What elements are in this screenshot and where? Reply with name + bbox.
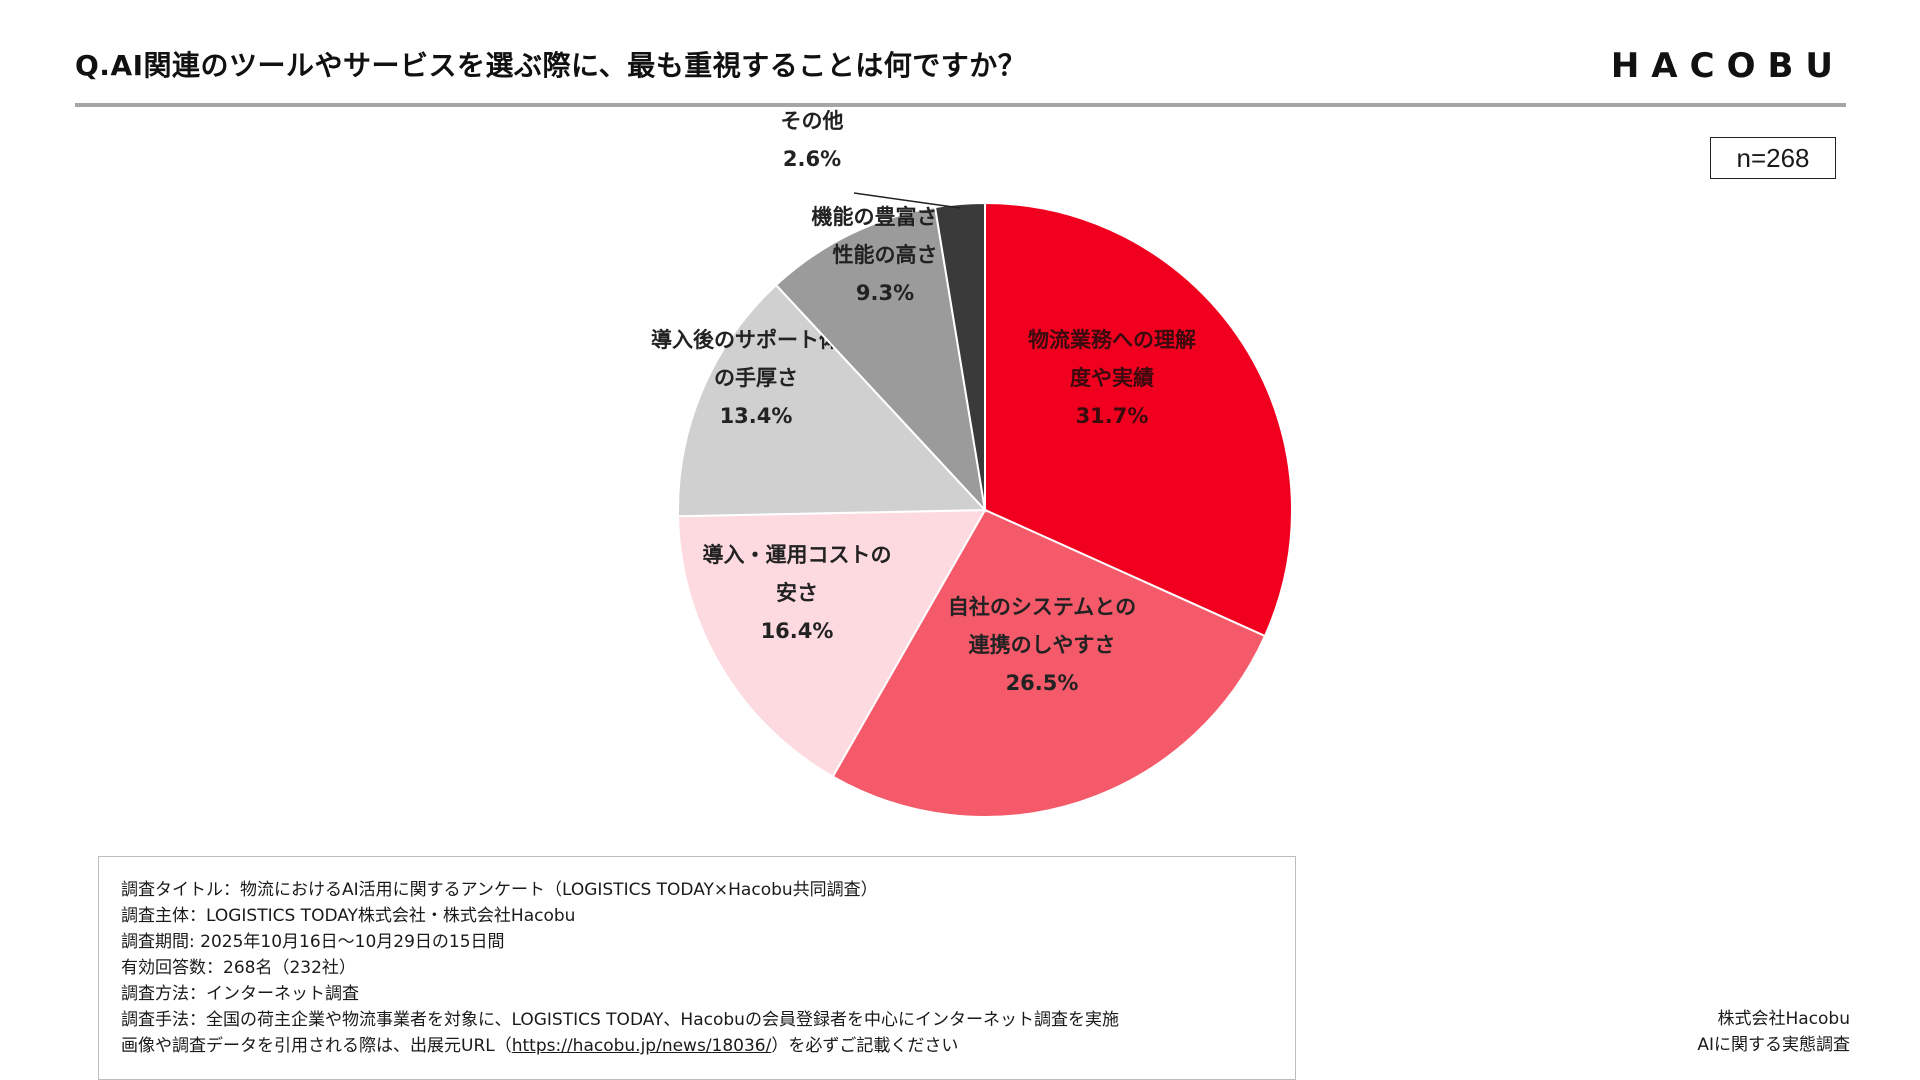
report-name: AIに関する実態調査 (1697, 1035, 1850, 1055)
survey-note-line: 調査タイトル：物流におけるAI活用に関するアンケート（LOGISTICS TOD… (121, 880, 878, 900)
survey-note-line: 調査主体：LOGISTICS TODAY株式会社・株式会社Hacobu (121, 906, 576, 926)
slice-name-label: 安さ (776, 581, 818, 605)
survey-notes-box: 調査タイトル：物流におけるAI活用に関するアンケート（LOGISTICS TOD… (98, 856, 1296, 1080)
hacobu-logo: HACOBU (1610, 46, 1845, 86)
slice-name-label: 自社のシステムとの (948, 595, 1136, 619)
citation-link[interactable]: https://hacobu.jp/news/18036/ (511, 1036, 772, 1056)
survey-note-line: 調査方法：インターネット調査 (121, 984, 359, 1004)
slice-value-label: 2.6% (783, 147, 841, 171)
slice-label: 機能の豊富さ・性能の高さ 9.3% (812, 205, 959, 305)
citation-prefix: 画像や調査データを引用される際は、出展元URL（ (121, 1036, 512, 1056)
footer-credit: 株式会社Hacobu AIに関する実態調査 (1697, 1006, 1850, 1058)
slice-name-label: その他 (781, 109, 844, 133)
slice-value-label: 9.3% (856, 281, 914, 305)
pie-slice (831, 508, 1267, 818)
slice-value-label: 16.4% (761, 619, 834, 643)
pie-slice (774, 205, 987, 514)
slice-value-label: 31.7% (1076, 404, 1149, 428)
chart-title: Q.AI関連のツールやサービスを選ぶ際に、最も重視することは何ですか？ (75, 49, 1027, 82)
slice-name-label: 度や実績 (1070, 366, 1154, 390)
slice-name-label: 連携のしやすさ (969, 633, 1116, 657)
survey-note-line: 調査期間: 2025年10月16日～10月29日の15日間 (121, 932, 505, 952)
slice-name-label: 性能の高さ (833, 243, 938, 267)
pie-slice (933, 201, 986, 511)
pie-slice (984, 201, 1294, 638)
survey-note-line: 調査手法：全国の荷主企業や物流事業者を対象に、LOGISTICS TODAY、H… (121, 1010, 1119, 1030)
callout-leader-line (853, 192, 961, 209)
pie-slice (677, 508, 987, 778)
company-name: 株式会社Hacobu (1717, 1009, 1850, 1029)
citation-line: 画像や調査データを引用される際は、出展元URL（https://hacobu.j… (121, 1033, 1295, 1059)
slice-name-label: 機能の豊富さ・ (812, 205, 959, 229)
slice-value-label: 13.4% (720, 404, 793, 428)
sample-size-badge: n=268 (1710, 137, 1836, 179)
slice-name-label: 導入・運用コストの (703, 543, 892, 567)
citation-suffix: ）を必ずご記載ください (771, 1036, 959, 1056)
slice-label: その他 2.6% (781, 109, 844, 171)
slice-name-label: 物流業務への理解 (1028, 328, 1196, 352)
header-divider (75, 103, 1846, 107)
survey-note-line: 有効回答数：268名（232社） (121, 958, 356, 978)
slice-value-label: 26.5% (1006, 671, 1079, 695)
pie-slice (677, 283, 988, 518)
slice-name-label: の手厚さ (714, 366, 798, 390)
